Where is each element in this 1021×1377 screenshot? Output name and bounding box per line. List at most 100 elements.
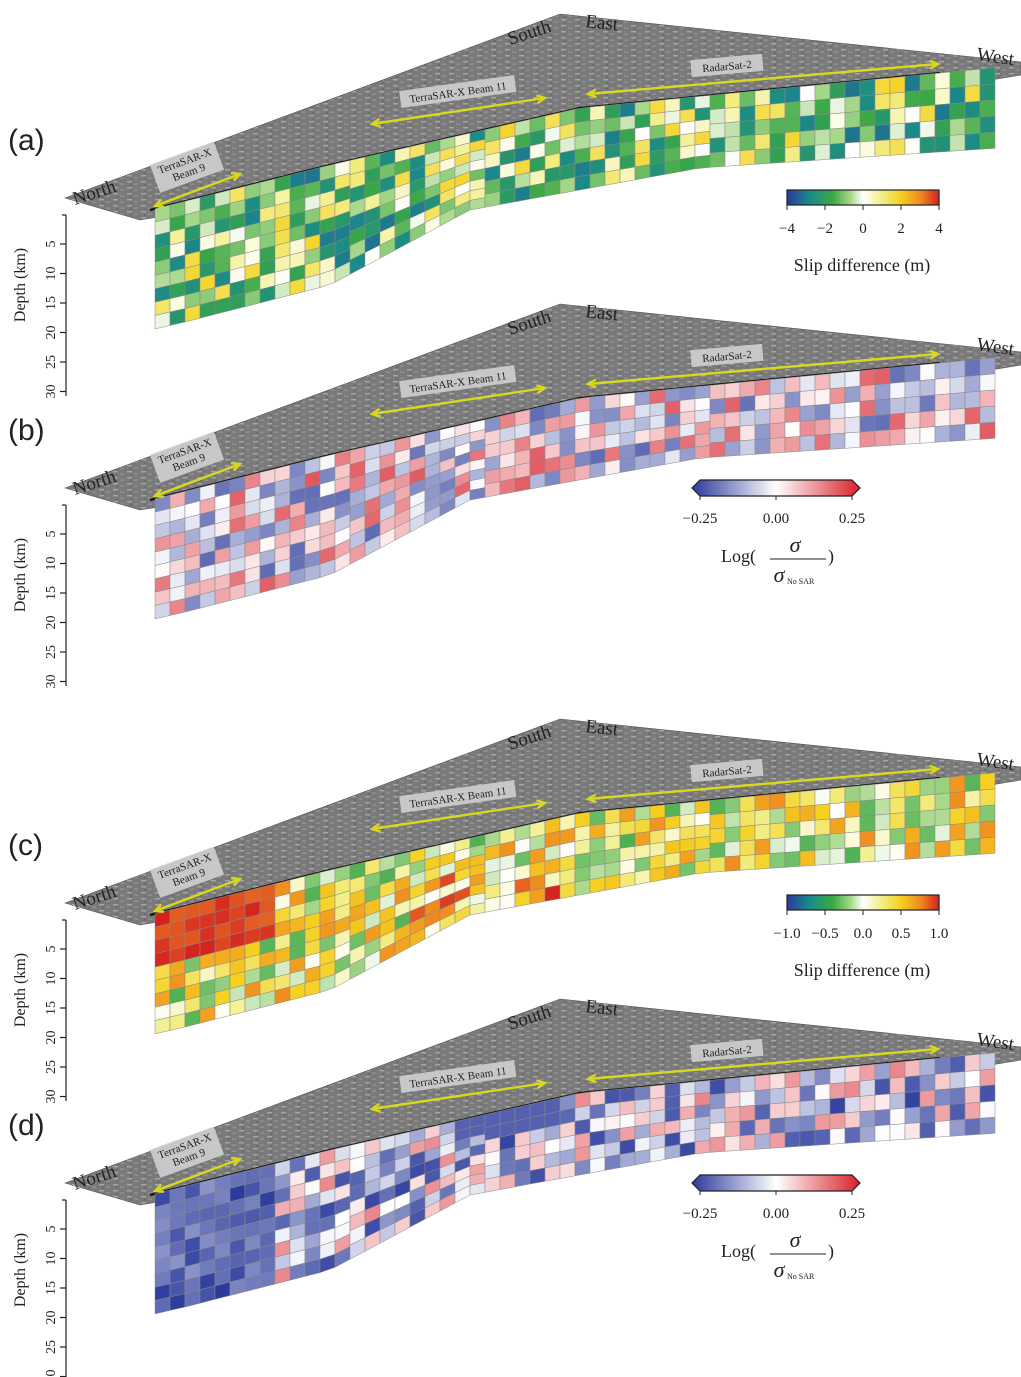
- fault-patch: [739, 120, 756, 137]
- fault-patch: [634, 869, 651, 886]
- fault-patch: [979, 836, 996, 855]
- fault-patch: [574, 437, 591, 454]
- fault-patch: [904, 121, 921, 139]
- fault-patch: [679, 410, 696, 426]
- fault-patch: [784, 1131, 801, 1148]
- fault-patch: [934, 361, 951, 380]
- fault-patch: [784, 116, 801, 133]
- fault-patch: [829, 387, 846, 405]
- fault-patch: [934, 824, 951, 842]
- fault-patch: [829, 832, 846, 850]
- fault-patch: [889, 397, 906, 415]
- fault-patch: [874, 108, 891, 126]
- fault-patch: [574, 1105, 591, 1122]
- fault-patch: [784, 376, 801, 394]
- fault-patch: [604, 848, 621, 865]
- fault-patch: [739, 105, 756, 122]
- fault-patch: [709, 383, 726, 401]
- band-label-radarsat: RadarSat-2: [690, 758, 764, 783]
- fault-patch: [874, 1124, 891, 1142]
- fault-patch: [814, 803, 831, 821]
- depth-axis: 5 10 15 20 25 30 Depth (km): [12, 214, 67, 399]
- fault-patch: [709, 856, 726, 873]
- fault-patch: [799, 435, 816, 452]
- depth-tick-label: 25: [44, 645, 59, 659]
- fault-patch: [949, 823, 966, 841]
- fault-patch: [934, 776, 951, 795]
- fault-patch: [904, 795, 921, 813]
- band-label-radarsat-text: RadarSat-2: [702, 1044, 752, 1060]
- fault-patch: [679, 813, 696, 828]
- fault-patch: [964, 423, 981, 441]
- fault-patch: [574, 464, 591, 482]
- fault-patch: [919, 1121, 936, 1139]
- fault-patch: [919, 379, 936, 397]
- fault-patch: [649, 111, 666, 127]
- fault-patch: [559, 881, 576, 899]
- fault-patch: [604, 130, 621, 146]
- fault-patch: [979, 1100, 996, 1119]
- fault-patch: [889, 122, 906, 141]
- fault-patch: [919, 1074, 936, 1092]
- fault-patch: [934, 1056, 951, 1075]
- fault-patch: [724, 1120, 741, 1138]
- fault-patch: [694, 421, 711, 436]
- fault-patch: [964, 390, 981, 409]
- fault-patch: [604, 874, 621, 891]
- fault-patch: [709, 137, 726, 154]
- fault-patch: [904, 1122, 921, 1140]
- fault-patch: [769, 1087, 786, 1105]
- fault-patch: [694, 1116, 711, 1131]
- fault-patch: [919, 1089, 936, 1108]
- fault-patch: [664, 122, 681, 138]
- fault-patch: [799, 114, 816, 132]
- fault-patch: [844, 431, 861, 449]
- fault-patch: [649, 451, 666, 468]
- fault-patch: [754, 1133, 771, 1150]
- colorbar-tick-label: 0.00: [763, 511, 789, 527]
- fault-patch: [619, 102, 636, 118]
- colorbar-tick-label: 0: [859, 221, 867, 237]
- fault-patch: [694, 1128, 711, 1143]
- fault-patch: [724, 150, 741, 167]
- fault-patch: [919, 1058, 936, 1076]
- fault-patch: [529, 1167, 546, 1185]
- fault-patch: [649, 829, 666, 845]
- fault-patch: [859, 415, 876, 433]
- fault-patch: [829, 786, 846, 805]
- fault-patch: [979, 115, 996, 134]
- fault-patch: [514, 475, 531, 493]
- fault-patch: [619, 1151, 636, 1168]
- fault-patch: [664, 803, 681, 818]
- depth-tick-label: 10: [44, 557, 59, 571]
- fault-patch: [859, 1094, 876, 1112]
- fault-patch: [874, 1093, 891, 1111]
- fault-patch: [919, 136, 936, 154]
- fault-patch: [724, 840, 741, 858]
- fault-patch: [844, 80, 861, 98]
- fault-patch: [664, 815, 681, 830]
- fault-patch: [589, 105, 606, 121]
- fault-patch: [859, 369, 876, 387]
- fault-patch: [934, 792, 951, 811]
- colorbar-label: Log(σσ No SAR): [721, 1227, 834, 1282]
- fault-patch: [709, 1136, 726, 1153]
- fault-patch: [874, 139, 891, 157]
- band-label-radarsat-text: RadarSat-2: [702, 349, 752, 365]
- fault-patch: [979, 804, 996, 823]
- fault-patch: [619, 807, 636, 823]
- fault-patch: [754, 438, 771, 455]
- colorbar-label-prefix: Log(: [721, 546, 756, 567]
- fault-patch: [949, 807, 966, 825]
- fault-patch: [919, 363, 936, 381]
- fault-patch: [724, 1106, 741, 1123]
- fault-patch: [829, 371, 846, 390]
- fault-patch: [829, 81, 846, 100]
- fault-patch: [874, 1062, 891, 1080]
- fault-patch: [484, 481, 501, 498]
- fault-patch: [859, 814, 876, 832]
- fault-patch: [694, 1104, 711, 1119]
- band-label-radarsat: RadarSat-2: [690, 1038, 764, 1063]
- fault-patch: [859, 1079, 876, 1097]
